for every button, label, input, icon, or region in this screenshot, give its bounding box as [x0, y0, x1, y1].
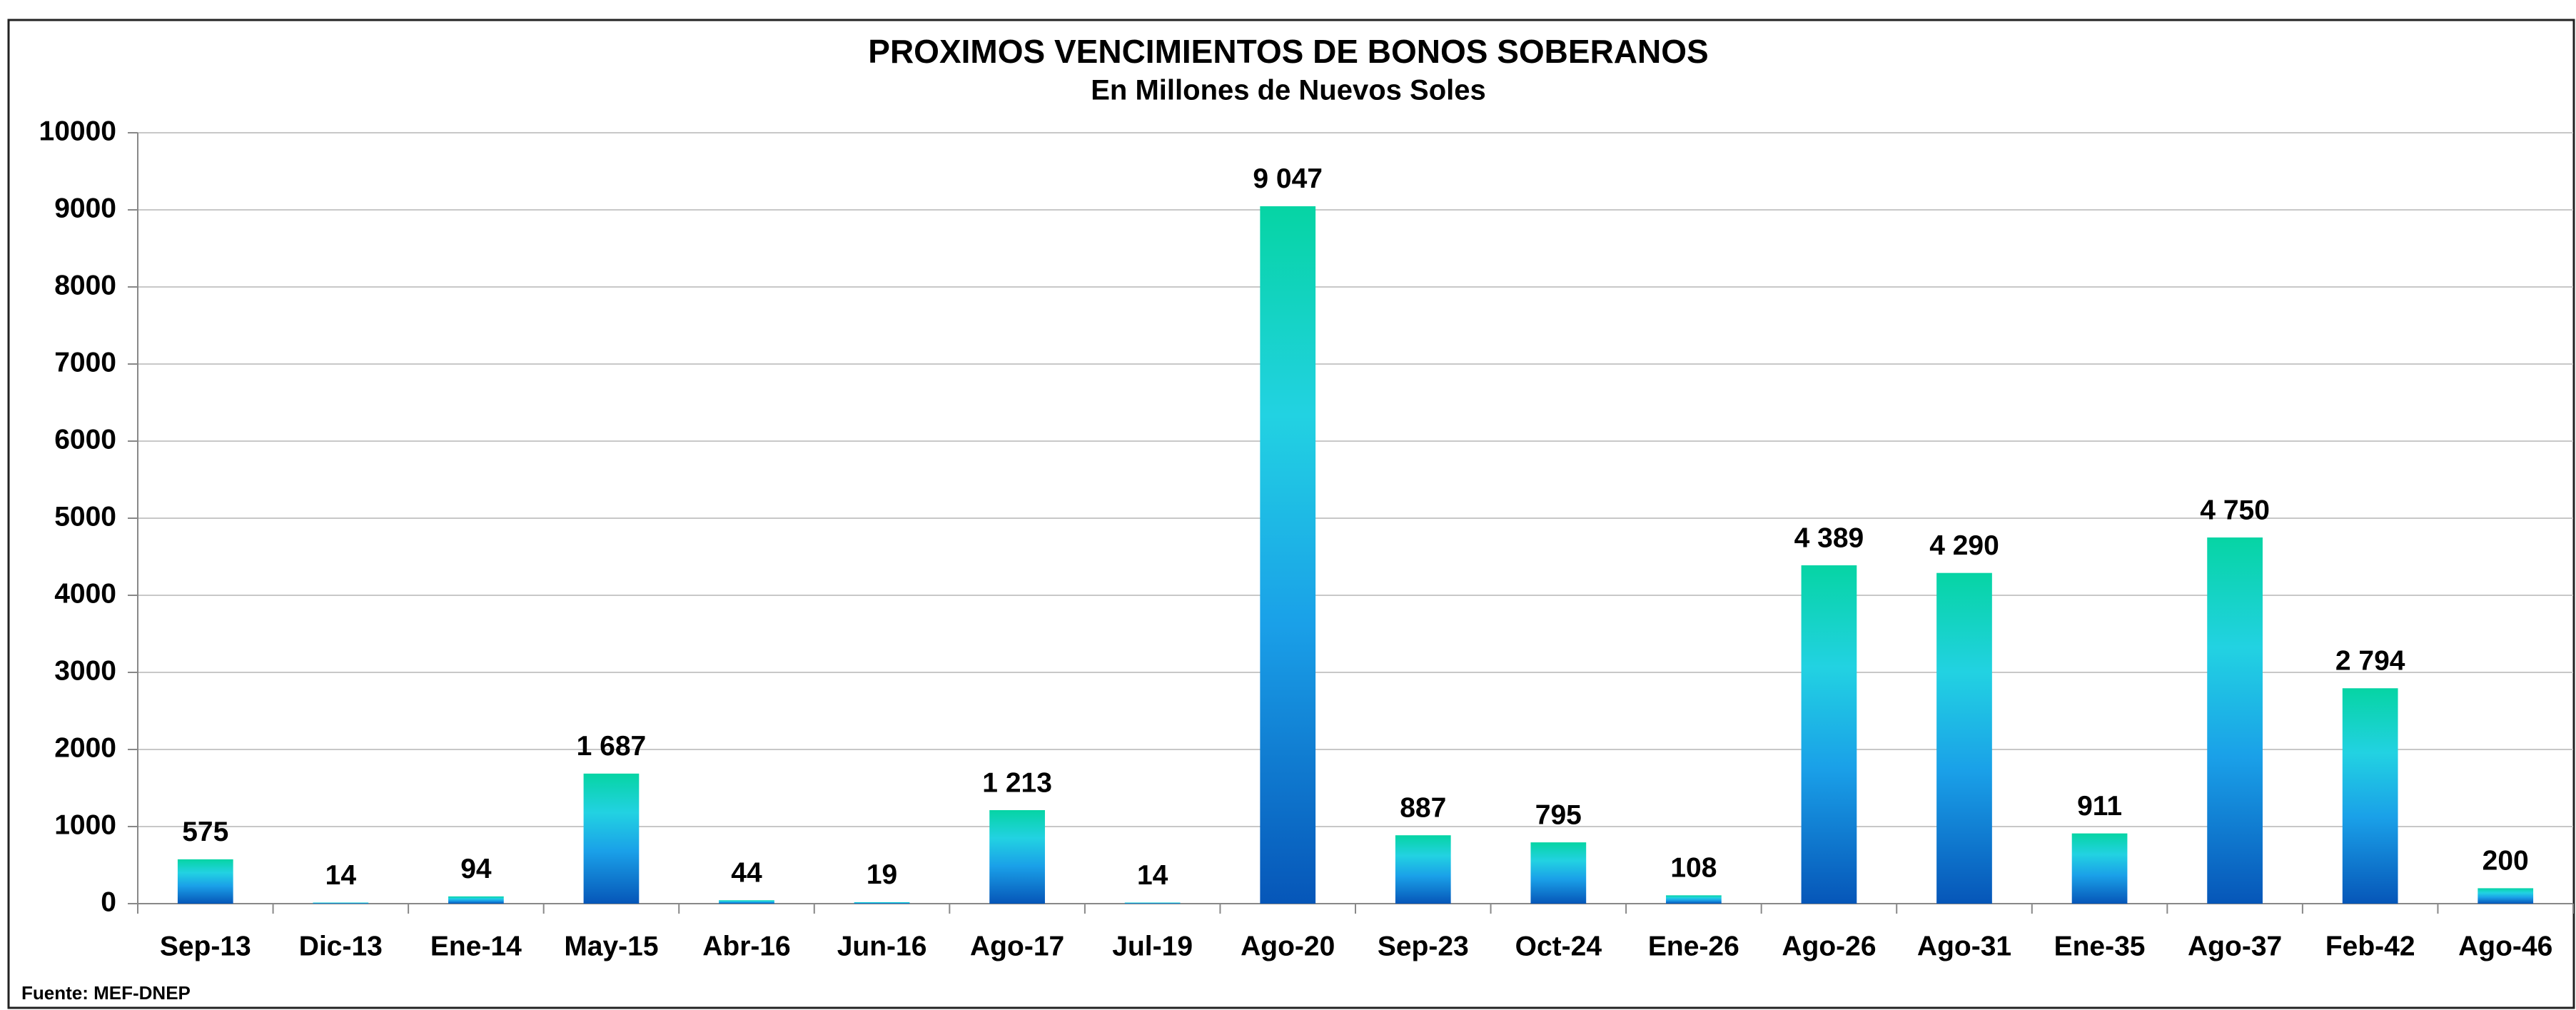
bar	[448, 896, 504, 904]
data-label: 795	[1535, 799, 1582, 830]
x-tick-label: Abr-16	[702, 931, 791, 961]
x-tick-label: Oct-24	[1515, 931, 1602, 961]
chart-title: PROXIMOS VENCIMIENTOS DE BONOS SOBERANOS	[868, 33, 1708, 70]
data-label: 200	[2482, 846, 2529, 877]
x-tick-label: Ene-14	[430, 931, 522, 961]
x-tick-label: Ene-26	[1648, 931, 1739, 961]
x-tick-label: Ene-35	[2054, 931, 2146, 961]
y-tick-label: 1000	[54, 809, 116, 840]
x-tick-label: Ago-37	[2188, 931, 2282, 961]
chart-frame	[7, 19, 2575, 1009]
data-label: 44	[731, 858, 762, 889]
x-tick-label: Jul-19	[1112, 931, 1193, 961]
x-tick-label: Ago-31	[1917, 931, 2011, 961]
x-tick-label: Sep-13	[160, 931, 251, 961]
source-note: Fuente: MEF-DNEP	[21, 982, 191, 1004]
data-label: 4 389	[1794, 522, 1864, 553]
bar	[1260, 206, 1316, 904]
y-tick-label: 8000	[54, 270, 116, 301]
bar	[719, 900, 774, 904]
bar	[2207, 537, 2263, 904]
data-label: 19	[867, 859, 897, 890]
data-label: 4 290	[1929, 530, 1999, 561]
x-tick-label: Ago-20	[1241, 931, 1335, 961]
bar	[1801, 565, 1857, 904]
y-tick-label: 10000	[39, 116, 116, 146]
bar	[583, 773, 640, 904]
data-label: 887	[1400, 793, 1446, 824]
data-label: 14	[1137, 860, 1168, 891]
bar	[2477, 888, 2534, 904]
bar	[1530, 842, 1587, 904]
y-tick-label: 4000	[54, 578, 116, 609]
bar	[2071, 833, 2128, 904]
data-label: 1 687	[577, 731, 647, 762]
y-tick-label: 2000	[54, 732, 116, 763]
x-tick-label: Dic-13	[299, 931, 383, 961]
x-tick-label: Feb-42	[2325, 931, 2415, 961]
data-label: 575	[182, 817, 228, 847]
y-tick-label: 9000	[54, 193, 116, 223]
bar	[1124, 902, 1181, 904]
y-tick-label: 0	[101, 887, 116, 917]
data-label: 14	[325, 860, 357, 891]
bar	[854, 902, 910, 904]
x-tick-label: Ago-17	[970, 931, 1064, 961]
data-label: 94	[460, 854, 492, 884]
x-tick-label: May-15	[564, 931, 658, 961]
bar	[1666, 895, 1722, 904]
y-tick-label: 6000	[54, 424, 116, 455]
x-tick-label: Ago-46	[2458, 931, 2552, 961]
chart-subtitle: En Millones de Nuevos Soles	[1091, 75, 1485, 106]
bar	[177, 859, 233, 904]
data-label: 911	[2077, 791, 2122, 822]
y-tick-label: 3000	[54, 655, 116, 686]
bar	[1936, 572, 1992, 904]
bar	[989, 809, 1045, 904]
bar	[2342, 688, 2398, 904]
data-label: 9 047	[1253, 163, 1323, 194]
data-label: 4 750	[2200, 495, 2270, 525]
x-tick-label: Jun-16	[837, 931, 927, 961]
y-tick-label: 5000	[54, 501, 116, 532]
data-label: 2 794	[2335, 646, 2405, 677]
y-tick-label: 7000	[54, 347, 116, 378]
bar	[313, 902, 369, 904]
bar	[1395, 835, 1451, 904]
x-tick-label: Ago-26	[1782, 931, 1876, 961]
x-tick-label: Sep-23	[1378, 931, 1469, 961]
data-label: 108	[1670, 853, 1717, 884]
data-label: 1 213	[982, 767, 1052, 798]
